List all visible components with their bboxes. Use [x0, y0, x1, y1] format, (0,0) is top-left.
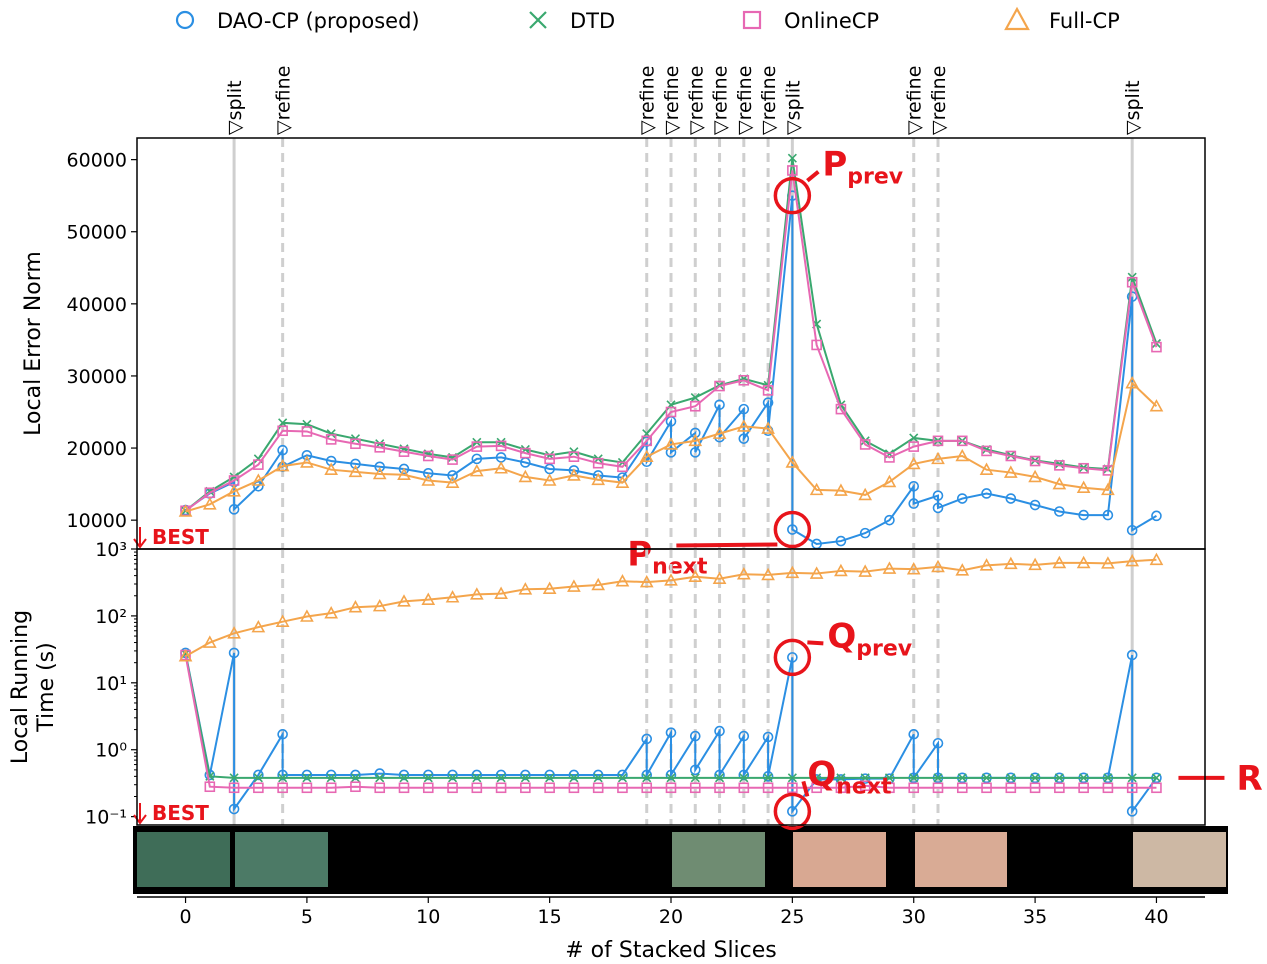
x-tick-label: 0 — [179, 906, 191, 928]
thumbnail — [672, 832, 765, 887]
y-tick-label: 10² — [95, 606, 127, 628]
legend-marker — [530, 12, 546, 28]
annotation: R — [1236, 759, 1262, 799]
event-label: ▽refine — [758, 66, 780, 135]
y-tick-label: 10¹ — [95, 673, 127, 695]
y-tick-label: 40000 — [67, 294, 127, 316]
annotation-arrow — [807, 172, 818, 181]
event-label: ▽refine — [710, 66, 732, 135]
thumbnail — [915, 832, 1007, 887]
event-label: ▽refine — [734, 66, 756, 135]
thumbnail — [1133, 832, 1226, 887]
y-tick-label: 50000 — [67, 222, 127, 244]
annotation: Qnext — [807, 754, 892, 799]
chart: ▽split▽refine▽refine▽refine▽refine▽refin… — [0, 0, 1267, 964]
y-tick-label: 10⁰ — [95, 740, 127, 762]
annotation: Qprev — [827, 616, 912, 661]
y-axis-label: Local Error Norm — [21, 251, 46, 436]
x-tick-label: 35 — [1023, 906, 1047, 928]
annotation-sub: prev — [856, 636, 913, 661]
y-tick-label: 20000 — [67, 438, 127, 460]
legend-label: Full-CP — [1049, 9, 1120, 33]
annotation-arrow — [676, 545, 777, 546]
event-label: ▽split — [782, 80, 804, 135]
y-tick-label: 10³ — [95, 539, 127, 561]
legend-marker — [1006, 9, 1028, 29]
x-tick-label: 10 — [416, 906, 440, 928]
event-label: ▽refine — [685, 66, 707, 135]
annotation-sub: prev — [847, 165, 904, 190]
thumbnail — [235, 832, 328, 887]
event-label: ▽refine — [928, 66, 950, 135]
y-tick-label: 60000 — [67, 150, 127, 172]
x-axis-label: # of Stacked Slices — [565, 938, 777, 963]
x-tick-label: 40 — [1144, 906, 1168, 928]
event-label: ▽refine — [273, 66, 295, 135]
x-tick-label: 5 — [301, 906, 313, 928]
y-tick-label: 30000 — [67, 366, 127, 388]
best-label: BEST — [152, 801, 209, 825]
annotation-text: P — [822, 145, 847, 185]
x-tick-label: 30 — [902, 906, 926, 928]
y-axis-label: Local Running — [8, 610, 33, 764]
legend-label: DAO-CP (proposed) — [217, 9, 420, 33]
annotation: Pprev — [822, 145, 903, 190]
event-label: ▽split — [224, 80, 246, 135]
thumbnail — [793, 832, 886, 887]
annotation-text: R — [1236, 759, 1262, 799]
x-tick-label: 15 — [538, 906, 562, 928]
annotation-sub: next — [836, 774, 892, 799]
annotation-sub: next — [652, 555, 708, 580]
event-label: ▽refine — [661, 66, 683, 135]
y-axis-label: Time (s) — [34, 642, 59, 732]
legend-label: OnlineCP — [784, 9, 879, 33]
legend-label: DTD — [570, 9, 615, 33]
event-label: ▽refine — [904, 66, 926, 135]
annotation-text: P — [627, 535, 652, 575]
legend-marker — [744, 12, 760, 28]
annotation-text: Q — [827, 616, 856, 656]
y-tick-label: 10000 — [67, 510, 127, 532]
x-tick-label: 20 — [659, 906, 683, 928]
thumbnail — [137, 832, 230, 887]
legend-marker — [177, 12, 193, 28]
event-label: ▽refine — [637, 66, 659, 135]
annotation-arrow — [807, 642, 823, 643]
y-tick-label: 10⁻¹ — [85, 807, 127, 829]
best-label: BEST — [152, 525, 209, 549]
x-tick-label: 25 — [780, 906, 804, 928]
event-label: ▽split — [1122, 80, 1144, 135]
annotation-text: Q — [807, 754, 836, 794]
